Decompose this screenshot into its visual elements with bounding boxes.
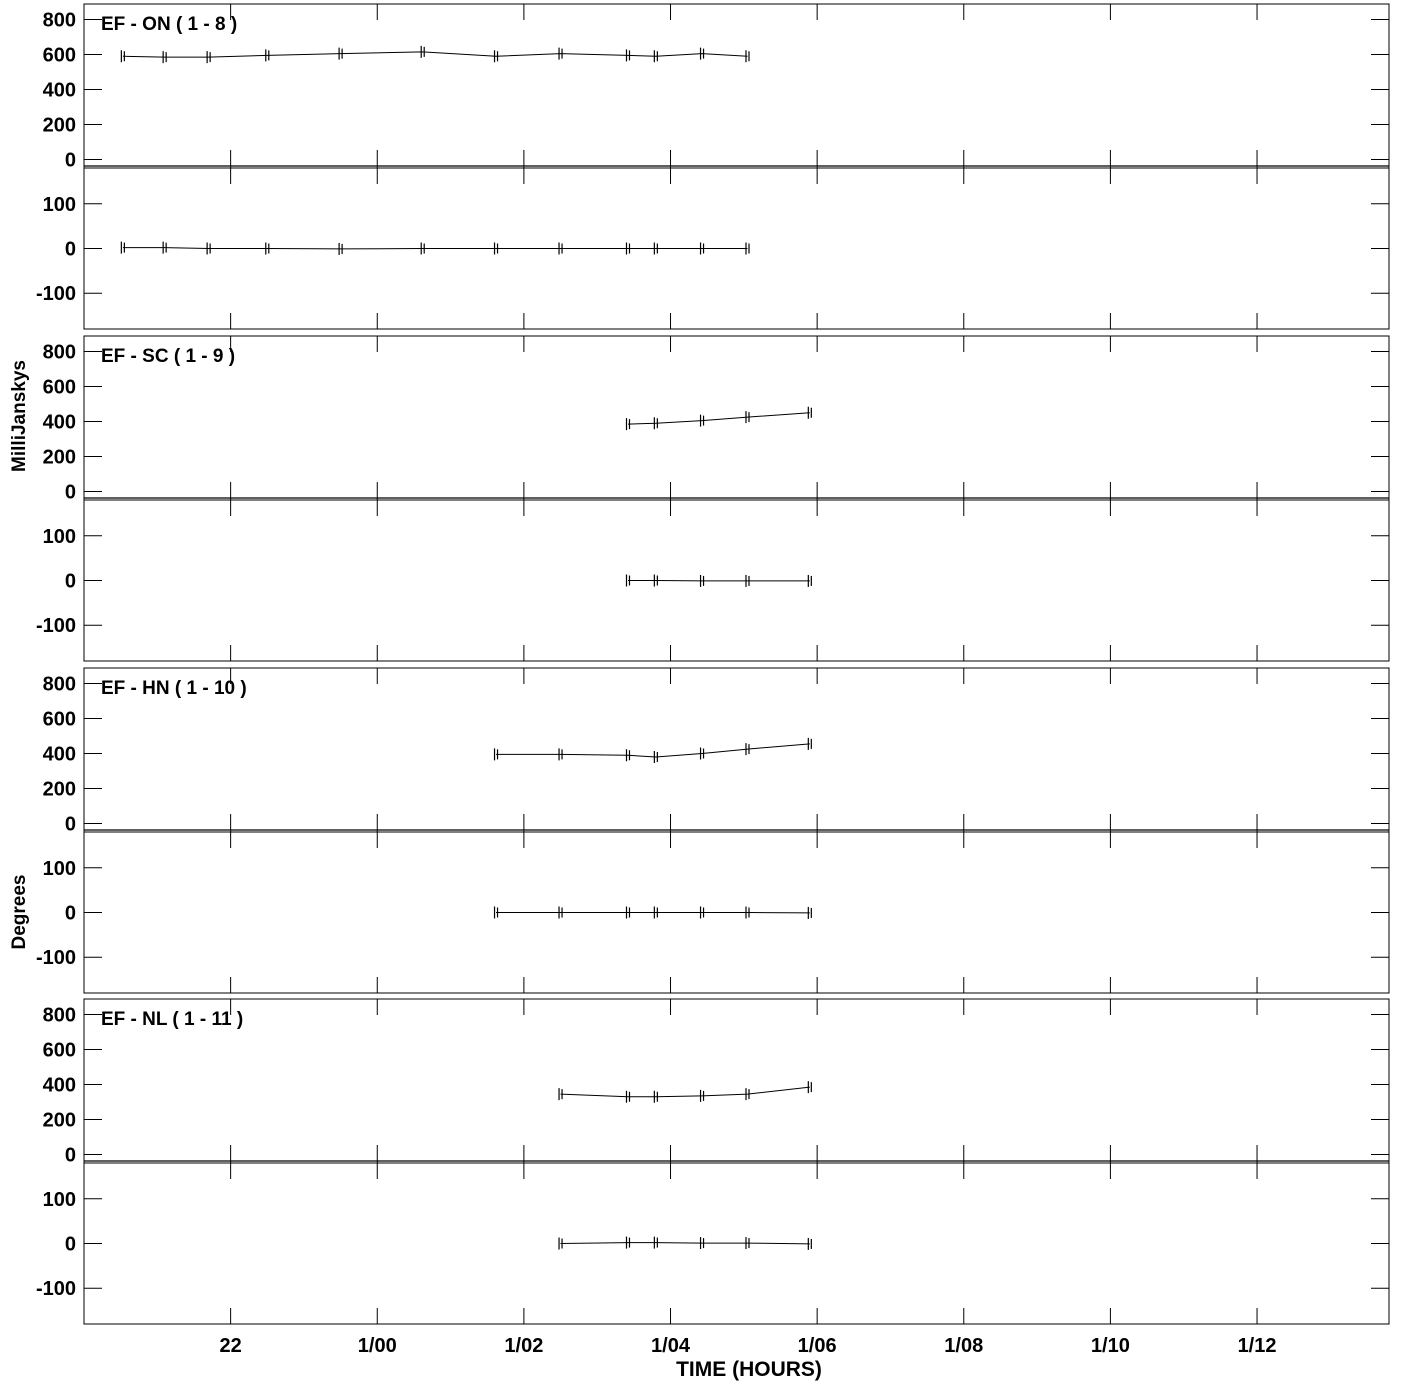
- phase-line: [560, 1242, 810, 1245]
- x-tick-label: 1/02: [504, 1335, 543, 1357]
- baseline-panel-2: 0 200 400 600 800 -100 0 100 EF - HN ( 1 - 10 ): [36, 667, 1390, 994]
- phase-y-tick-label: -100: [36, 947, 76, 969]
- baseline-title: EF - SC ( 1 - 9 ): [101, 346, 235, 367]
- phase-y-tick-label: 100: [43, 194, 76, 216]
- amplitude-line: [627, 412, 810, 425]
- baseline-panel-3: 0 200 400 600 800 -100 0 100 EF - NL ( 1 - 11 ): [36, 998, 1390, 1325]
- amp-y-tick-label: 0: [65, 150, 76, 172]
- amp-y-tick-label: 400: [43, 412, 76, 434]
- amp-y-tick-label: 800: [43, 10, 76, 32]
- amplitude-line: [122, 51, 748, 58]
- phase-y-tick-label: 0: [65, 571, 76, 593]
- amp-y-tick-label: 800: [43, 674, 76, 696]
- amp-y-tick-label: 0: [65, 814, 76, 836]
- phase-axis-label: Degrees: [9, 875, 30, 950]
- phase-y-tick-label: 0: [65, 903, 76, 925]
- x-tick-label: 1/10: [1091, 1335, 1130, 1357]
- phase-y-tick-label: 100: [43, 1189, 76, 1211]
- amp-y-tick-label: 600: [43, 1040, 76, 1062]
- amp-y-tick-label: 200: [43, 1110, 76, 1132]
- phase-y-tick-label: -100: [36, 283, 76, 305]
- amp-y-tick-label: 200: [43, 115, 76, 137]
- x-tick-label: 1/04: [651, 1335, 691, 1357]
- phase-y-tick-label: 100: [43, 526, 76, 548]
- x-tick-label: 1/12: [1238, 1335, 1277, 1357]
- amp-y-tick-label: 600: [43, 377, 76, 399]
- baseline-panels: 0 200 400 600 800 -100 0 100 EF - ON ( 1 - 8 ) 0 2…: [36, 3, 1390, 1357]
- amp-y-tick-label: 400: [43, 744, 76, 766]
- baseline-panel-1: 0 200 400 600 800 -100 0 100 EF - SC ( 1 - 9 ): [36, 335, 1390, 662]
- amp-y-tick-label: 600: [43, 709, 76, 731]
- amplitude-line: [560, 1086, 810, 1098]
- x-tick-label: 22: [220, 1335, 242, 1357]
- amp-y-tick-label: 0: [65, 482, 76, 504]
- amplitude-line: [496, 743, 810, 758]
- amp-y-tick-label: 200: [43, 779, 76, 801]
- amp-y-tick-label: 400: [43, 1075, 76, 1097]
- baseline-panel-0: 0 200 400 600 800 -100 0 100 EF - ON ( 1 - 8 ): [36, 3, 1390, 330]
- amp-y-tick-label: 600: [43, 45, 76, 67]
- x-axis-title: TIME (HOURS): [676, 1358, 822, 1381]
- baseline-title: EF - HN ( 1 - 10 ): [101, 678, 247, 699]
- amp-y-tick-label: 200: [43, 447, 76, 469]
- phase-y-tick-label: -100: [36, 1278, 76, 1300]
- amp-y-tick-label: 800: [43, 342, 76, 364]
- amplitude-axis-label: MilliJanskys: [9, 360, 30, 472]
- amp-y-tick-label: 400: [43, 80, 76, 102]
- x-tick-label: 1/06: [798, 1335, 837, 1357]
- phase-y-tick-label: 100: [43, 858, 76, 880]
- phase-y-tick-label: 0: [65, 239, 76, 261]
- x-tick-label: 1/08: [944, 1335, 983, 1357]
- amp-y-tick-label: 800: [43, 1005, 76, 1027]
- phase-line: [122, 247, 748, 250]
- phase-y-tick-label: 0: [65, 1234, 76, 1256]
- x-tick-label: 1/00: [358, 1335, 397, 1357]
- phase-y-tick-label: -100: [36, 615, 76, 637]
- amp-y-tick-label: 0: [65, 1145, 76, 1167]
- baseline-title: EF - ON ( 1 - 8 ): [101, 14, 237, 35]
- baseline-title: EF - NL ( 1 - 11 ): [101, 1009, 243, 1030]
